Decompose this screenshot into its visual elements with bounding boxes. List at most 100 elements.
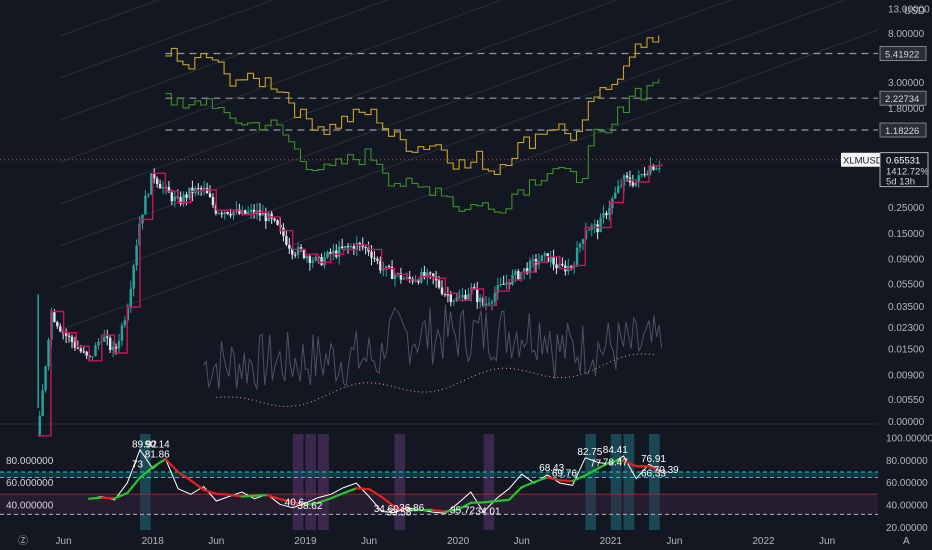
- rsi-overbought-highlight: [585, 434, 597, 530]
- candle-body: [282, 227, 285, 237]
- candle-body: [572, 266, 576, 268]
- level-badge: [879, 46, 927, 61]
- candle-body: [106, 336, 109, 338]
- candle-body: [197, 187, 200, 189]
- price-point: [635, 181, 638, 183]
- candle-body: [493, 292, 497, 302]
- candle-body: [296, 247, 300, 255]
- rsi-peak-label: 73: [132, 459, 144, 470]
- price-point: [151, 172, 154, 175]
- price-axis-tick-label: 0.03500: [888, 302, 925, 313]
- rsi-axis-tick-label: 40.00000: [886, 500, 928, 511]
- price-axis-currency: USD: [904, 6, 925, 17]
- candle-body: [616, 186, 620, 193]
- rsi-peak-label: 89.92: [132, 439, 157, 450]
- rsi-ma-segment: [266, 493, 282, 501]
- diagonal-guide-line: [59, 0, 504, 163]
- rsi-peak-label: 34.01: [476, 506, 501, 517]
- candle-body: [217, 213, 221, 215]
- candle-body: [67, 335, 71, 337]
- rsi-peak-label: 68.43: [539, 463, 564, 474]
- price-point: [177, 201, 179, 204]
- price-point: [37, 434, 39, 437]
- auto-scale-icon: A: [903, 536, 910, 547]
- candle-body: [464, 294, 467, 300]
- candle-body: [161, 187, 165, 189]
- candle-body: [552, 257, 555, 265]
- candle-body: [599, 217, 602, 233]
- candle-body: [540, 255, 544, 262]
- time-axis-tick-label: Jun: [56, 536, 72, 547]
- candle-body: [144, 195, 147, 215]
- price-point: [508, 279, 510, 281]
- rsi-oversold-zone: [0, 494, 878, 515]
- time-axis-tick-label: Jun: [819, 536, 835, 547]
- rsi-ma-segment: [100, 496, 116, 500]
- candle-body: [205, 187, 209, 194]
- candle-body: [649, 165, 652, 174]
- rsi-ma-segment: [431, 508, 447, 513]
- candle-body: [326, 251, 329, 258]
- rsi-left-tick-label: 60.000000: [6, 478, 54, 489]
- price-point: [406, 279, 408, 281]
- price-point: [50, 310, 52, 313]
- candle-body: [135, 245, 138, 266]
- rsi-peak-label: 66.33: [641, 468, 666, 479]
- candle-body: [120, 325, 124, 341]
- candle-body: [261, 213, 265, 216]
- candle-body: [82, 351, 85, 353]
- timezone-icon: Ⓩ: [18, 535, 28, 547]
- price-point: [291, 248, 294, 251]
- candle-body: [429, 272, 432, 274]
- rsi-ma-segment: [329, 492, 345, 500]
- candle-body: [346, 246, 350, 248]
- rsi-ma-segment: [584, 467, 600, 477]
- candle-body: [578, 243, 582, 248]
- candle-body: [97, 341, 100, 346]
- rsi-peak-label: 84.41: [603, 445, 628, 456]
- level-badge-value: 5.41922: [885, 49, 919, 60]
- rsi-peak-label: 34.60: [374, 504, 399, 515]
- price-point: [342, 248, 345, 251]
- candle-body: [431, 273, 435, 277]
- candle-body: [467, 293, 470, 300]
- rsi-ma-segment: [596, 460, 612, 470]
- candle-body: [170, 192, 174, 202]
- candle-body: [311, 260, 314, 263]
- candle-body: [449, 294, 453, 303]
- symbol-badge: [841, 152, 880, 167]
- candle-body: [490, 301, 494, 304]
- candle-body: [76, 347, 80, 349]
- price-axis-tick-label: 8.00000: [888, 29, 925, 40]
- candle-body: [153, 173, 156, 179]
- rsi-ma-segment: [495, 498, 511, 503]
- lower-band-line: [165, 79, 660, 214]
- candle-body: [379, 260, 382, 271]
- candle-body: [132, 265, 135, 289]
- level-badge: [879, 90, 927, 106]
- candle-body: [94, 345, 97, 357]
- rsi-overbought-highlight: [623, 434, 635, 530]
- candle-body: [602, 213, 605, 218]
- candle-body: [476, 289, 479, 302]
- price-axis-tick-label: 0.00900: [888, 370, 925, 381]
- rsi-ma-segment: [87, 496, 103, 500]
- rsi-ma-segment: [406, 508, 422, 512]
- candle-body: [455, 297, 458, 301]
- price-badges: 5.41922 2.22734 1.18226 XLMUSD 0.655311412.7…: [18, 46, 929, 547]
- candle-body: [44, 366, 47, 391]
- rsi-line: [89, 448, 662, 514]
- rsi-oversold-highlight: [483, 434, 495, 530]
- candle-body: [643, 174, 646, 176]
- candle-body: [232, 211, 235, 216]
- symbol-badge-label: XLMUSD: [843, 156, 883, 167]
- candle-body: [53, 312, 56, 323]
- price-axis-tick-label: 0.02300: [888, 323, 925, 334]
- candle-body: [150, 173, 153, 195]
- rsi-ma-segment: [164, 457, 180, 474]
- rsi-ma-segment: [253, 493, 269, 497]
- rsi-overbought-zone: [0, 471, 878, 478]
- price-axis-tick-label: 0.01500: [888, 345, 925, 356]
